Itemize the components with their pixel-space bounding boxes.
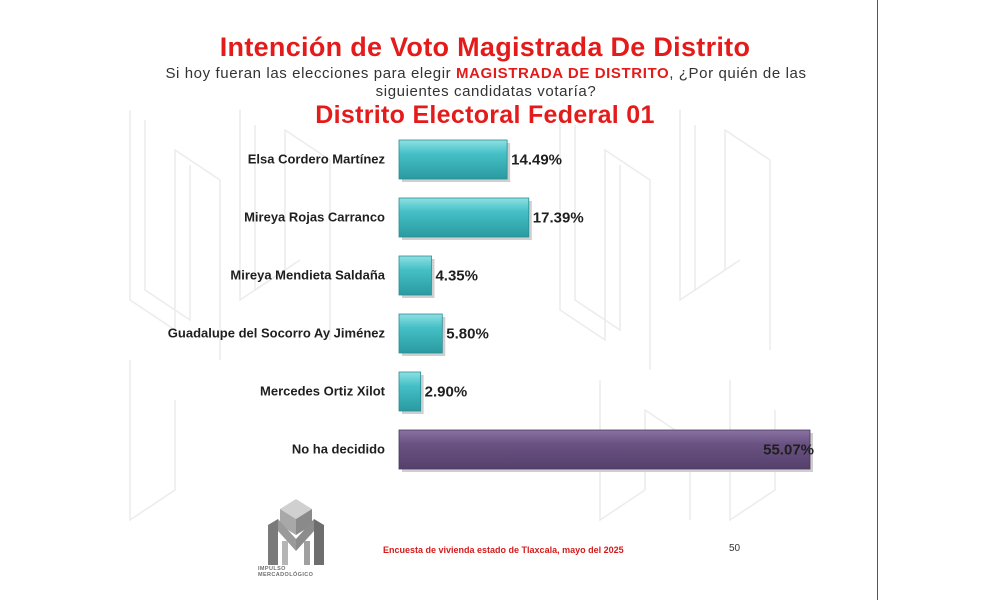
- page-number: 50: [729, 543, 741, 554]
- logo-caption-line1: IMPULSO: [258, 566, 286, 572]
- question-text-after: , ¿Por quién de las siguientes candidata…: [375, 65, 807, 100]
- question-highlight: MAGISTRADA DE DISTRITO: [456, 65, 670, 82]
- logo-caption-line2: MERCADOLÓGICO: [258, 572, 314, 578]
- question-text-before: Si hoy fueran las elecciones para elegir: [165, 65, 457, 82]
- category-label-4: Mercedes Ortiz Xilot: [260, 384, 386, 399]
- bar-1: [398, 197, 530, 238]
- category-label-1: Mireya Rojas Carranco: [244, 210, 385, 225]
- category-label-0: Elsa Cordero Martínez: [248, 152, 386, 167]
- footer-note: Encuesta de vivienda estado de Tlaxcala,…: [383, 545, 624, 555]
- category-label-3: Guadalupe del Socorro Ay Jiménez: [168, 326, 386, 341]
- company-logo: [268, 499, 324, 565]
- category-label-2: Mireya Mendieta Saldaña: [230, 268, 385, 283]
- bar-5: [398, 429, 811, 470]
- value-label-1: 17.39%: [533, 210, 584, 227]
- slide-divider: [877, 0, 878, 600]
- value-label-3: 5.80%: [446, 326, 489, 343]
- value-label-0: 14.49%: [511, 152, 562, 169]
- category-label-5: No ha decidido: [292, 442, 385, 457]
- bar-4: [398, 371, 422, 412]
- chart-subtitle: Distrito Electoral Federal 01: [315, 101, 655, 129]
- value-label-4: 2.90%: [425, 384, 468, 401]
- value-label-5: 55.07%: [763, 442, 814, 459]
- bar-3: [398, 313, 443, 354]
- survey-question: Si hoy fueran las elecciones para elegir…: [150, 65, 822, 101]
- chart-title: Intención de Voto Magistrada De Distrito: [219, 32, 751, 62]
- bar-0: [398, 139, 508, 180]
- bar-2: [398, 255, 432, 296]
- logo-caption: IMPULSO MERCADOLÓGICO: [258, 566, 338, 578]
- value-label-2: 4.35%: [435, 268, 478, 285]
